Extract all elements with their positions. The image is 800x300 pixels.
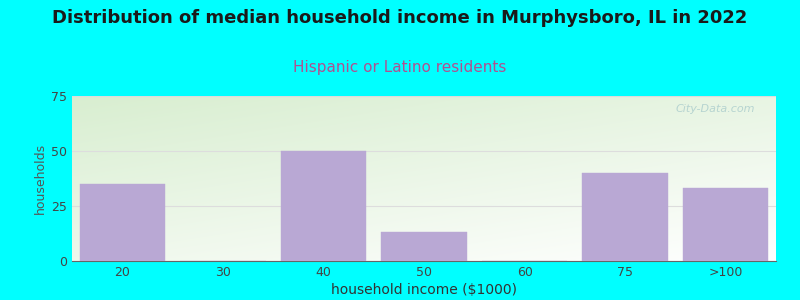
X-axis label: household income ($1000): household income ($1000) [331, 283, 517, 297]
Text: City-Data.com: City-Data.com [675, 104, 755, 114]
Bar [582, 173, 668, 261]
Bar [281, 151, 366, 261]
Bar [683, 188, 769, 261]
Y-axis label: households: households [34, 143, 47, 214]
Text: Hispanic or Latino residents: Hispanic or Latino residents [294, 60, 506, 75]
Text: Distribution of median household income in Murphysboro, IL in 2022: Distribution of median household income … [52, 9, 748, 27]
Bar [382, 232, 466, 261]
Bar [79, 184, 165, 261]
